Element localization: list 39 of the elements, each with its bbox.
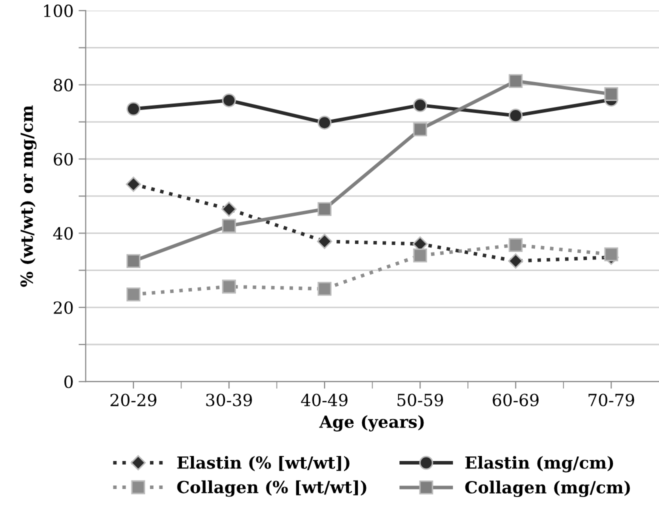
point — [604, 247, 618, 262]
y-tick-label: 100 — [44, 4, 73, 18]
y-tick-label: 0 — [64, 376, 73, 388]
y-tick-label: 20 — [54, 301, 73, 314]
y-tick-label: 60 — [54, 152, 73, 166]
point — [126, 287, 140, 302]
x-tick-label: 70-79 — [588, 394, 634, 406]
y-axis-title: % (wt/wt) or mg/cm — [20, 105, 36, 287]
point — [318, 116, 332, 130]
point — [508, 238, 523, 252]
x-tick-label: 50-59 — [398, 394, 444, 406]
x-tick-label: 60-69 — [492, 394, 539, 406]
legend-label: Collagen (mg/cm) — [465, 480, 630, 498]
point — [413, 98, 428, 112]
point — [221, 202, 237, 217]
point — [126, 254, 140, 268]
point — [508, 108, 523, 123]
y-tick-label: 40 — [53, 227, 73, 240]
point — [222, 280, 236, 294]
legend-label: Collagen (% [wt/wt]) — [177, 480, 366, 497]
x-axis-title: Age (years) — [319, 415, 424, 432]
x-tick-label: 40-49 — [301, 394, 348, 406]
point — [222, 218, 236, 233]
y-tick-label: 80 — [54, 78, 73, 92]
point — [413, 122, 428, 136]
point — [413, 248, 428, 262]
point — [318, 282, 332, 296]
point — [126, 176, 142, 192]
point — [126, 102, 140, 116]
legend-label: Elastin (% [wt/wt]) — [177, 456, 350, 472]
point — [508, 253, 524, 269]
point — [604, 87, 618, 102]
point — [316, 234, 332, 249]
point — [222, 93, 236, 108]
x-tick-label: 30-39 — [206, 394, 252, 406]
legend-label: Elastin (mg/cm) — [465, 456, 614, 472]
point — [508, 74, 523, 88]
point — [318, 202, 332, 216]
x-tick-label: 20-29 — [110, 394, 156, 406]
